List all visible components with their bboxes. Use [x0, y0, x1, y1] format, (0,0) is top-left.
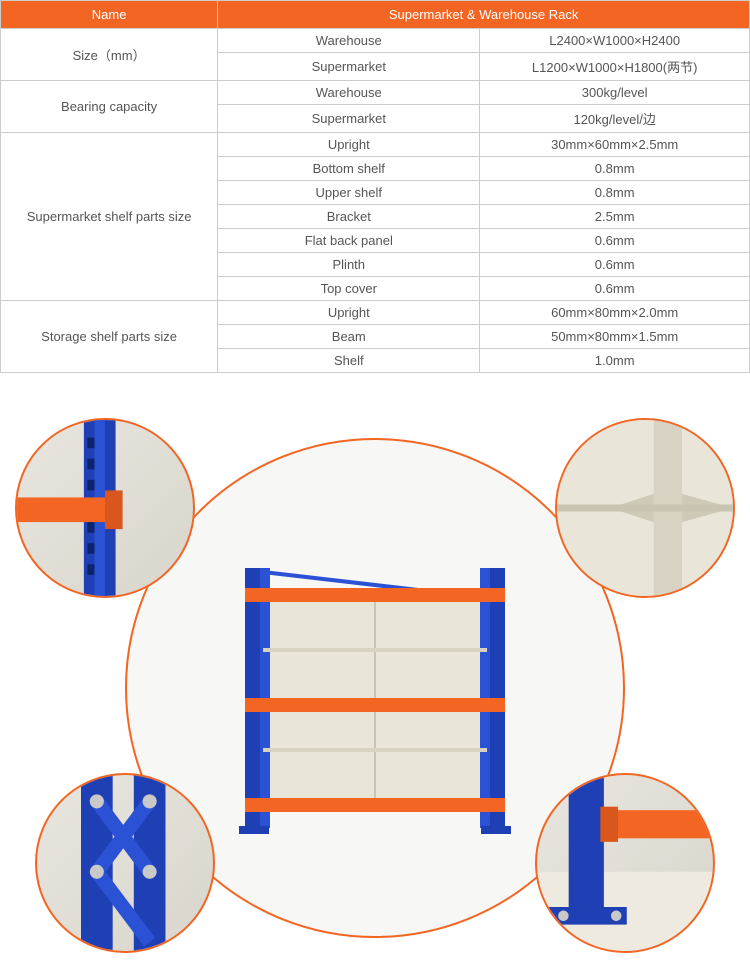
row-key: Bottom shelf — [218, 157, 480, 181]
row-val: 0.6mm — [480, 229, 750, 253]
row-val: 60mm×80mm×2.0mm — [480, 301, 750, 325]
table-row: Supermarket shelf parts size Upright 30m… — [1, 133, 750, 157]
row-val: 0.8mm — [480, 157, 750, 181]
row-val: 120kg/level/边 — [480, 105, 750, 133]
row-key: Warehouse — [218, 81, 480, 105]
detail-bottom-left — [35, 773, 215, 953]
row-val: 1.0mm — [480, 349, 750, 373]
row-key: Flat back panel — [218, 229, 480, 253]
row-key: Bracket — [218, 205, 480, 229]
row-key: Supermarket — [218, 53, 480, 81]
table-row: Storage shelf parts size Upright 60mm×80… — [1, 301, 750, 325]
table-row: Size（mm） Warehouse L2400×W1000×H2400 — [1, 29, 750, 53]
rack-illustration — [225, 548, 525, 848]
table-row: Bearing capacity Warehouse 300kg/level — [1, 81, 750, 105]
row-key: Plinth — [218, 253, 480, 277]
row-val: 0.8mm — [480, 181, 750, 205]
row-key: Upright — [218, 133, 480, 157]
row-key: Top cover — [218, 277, 480, 301]
row-val: 50mm×80mm×1.5mm — [480, 325, 750, 349]
detail-bottom-right — [535, 773, 715, 953]
hdr-title: Supermarket & Warehouse Rack — [218, 1, 750, 29]
detail-top-left — [15, 418, 195, 598]
hdr-name: Name — [1, 1, 218, 29]
row-key: Upright — [218, 301, 480, 325]
row-key: Warehouse — [218, 29, 480, 53]
group-label: Storage shelf parts size — [1, 301, 218, 373]
product-stage — [0, 403, 750, 963]
group-label: Size（mm） — [1, 29, 218, 81]
row-val: 0.6mm — [480, 253, 750, 277]
row-val: 300kg/level — [480, 81, 750, 105]
detail-top-right — [555, 418, 735, 598]
row-key: Beam — [218, 325, 480, 349]
row-val: L2400×W1000×H2400 — [480, 29, 750, 53]
row-val: 2.5mm — [480, 205, 750, 229]
row-val: L1200×W1000×H1800(两节) — [480, 53, 750, 81]
row-key: Upper shelf — [218, 181, 480, 205]
row-val: 30mm×60mm×2.5mm — [480, 133, 750, 157]
row-val: 0.6mm — [480, 277, 750, 301]
row-key: Supermarket — [218, 105, 480, 133]
row-key: Shelf — [218, 349, 480, 373]
group-label: Bearing capacity — [1, 81, 218, 133]
spec-table: Name Supermarket & Warehouse Rack Size（m… — [0, 0, 750, 373]
group-label: Supermarket shelf parts size — [1, 133, 218, 301]
